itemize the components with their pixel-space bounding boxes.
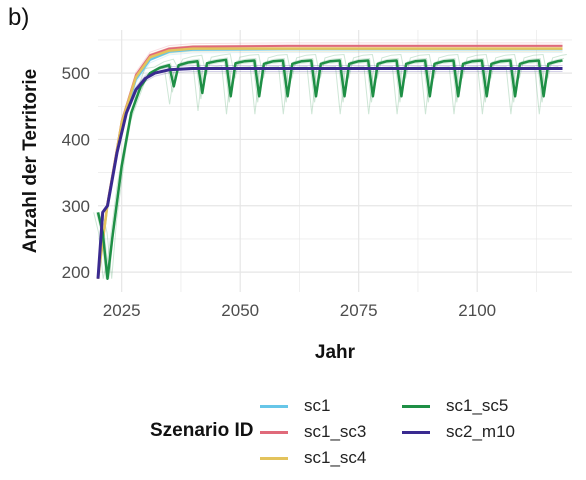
legend-swatch-sc1-sc3 — [260, 430, 288, 434]
y-tick-label: 400 — [62, 130, 90, 149]
y-tick-label: 300 — [62, 197, 90, 216]
legend-swatch-sc1 — [260, 404, 288, 408]
legend-swatch-sc1-sc5 — [402, 404, 430, 408]
legend-label-sc1-sc5: sc1_sc5 — [446, 396, 509, 415]
series-replicate-line — [93, 65, 559, 279]
y-tick-label: 500 — [62, 64, 90, 83]
x-tick-labels: 2025 2050 2075 2100 — [103, 301, 496, 320]
x-tick-label: 2025 — [103, 301, 141, 320]
series-replicate-line — [101, 53, 567, 279]
legend-label-sc1-sc3: sc1_sc3 — [304, 422, 367, 441]
x-tick-label: 2075 — [340, 301, 378, 320]
legend-label-sc1: sc1 — [304, 396, 331, 415]
gridlines — [98, 30, 572, 292]
x-tick-label: 2050 — [221, 301, 259, 320]
x-tick-label: 2100 — [458, 301, 496, 320]
series-line-sc2-m10 — [96, 67, 563, 279]
series-group — [93, 42, 567, 280]
legend-title: Szenario ID — [150, 420, 254, 441]
legend-swatch-sc2-m10 — [402, 430, 430, 434]
legend-swatch-sc1-sc4 — [260, 456, 288, 460]
line-chart: 2025 2050 2075 2100 200 300 400 500 Jahr Anzah… — [20, 30, 572, 363]
legend-item-sc1: sc1 — [260, 394, 330, 418]
y-tick-labels: 200 300 400 500 — [62, 64, 90, 282]
legend-item-sc2-m10: sc2_m10 — [402, 420, 515, 444]
y-tick-label: 200 — [62, 263, 90, 282]
legend-item-sc1-sc4: sc1_sc4 — [260, 446, 366, 470]
legend-item-sc1-sc5: sc1_sc5 — [402, 394, 508, 418]
x-axis-title: Jahr — [315, 342, 356, 363]
legend-item-sc1-sc3: sc1_sc3 — [260, 420, 366, 444]
legend-label-sc2-m10: sc2_m10 — [446, 422, 515, 441]
legend-label-sc1-sc4: sc1_sc4 — [304, 448, 367, 467]
panel-label: b) — [8, 4, 30, 31]
legend: Szenario ID sc1 sc1_sc3 sc1_sc4 sc1_sc5 … — [150, 388, 570, 476]
y-axis-title: Anzahl der Territorie — [20, 69, 41, 253]
